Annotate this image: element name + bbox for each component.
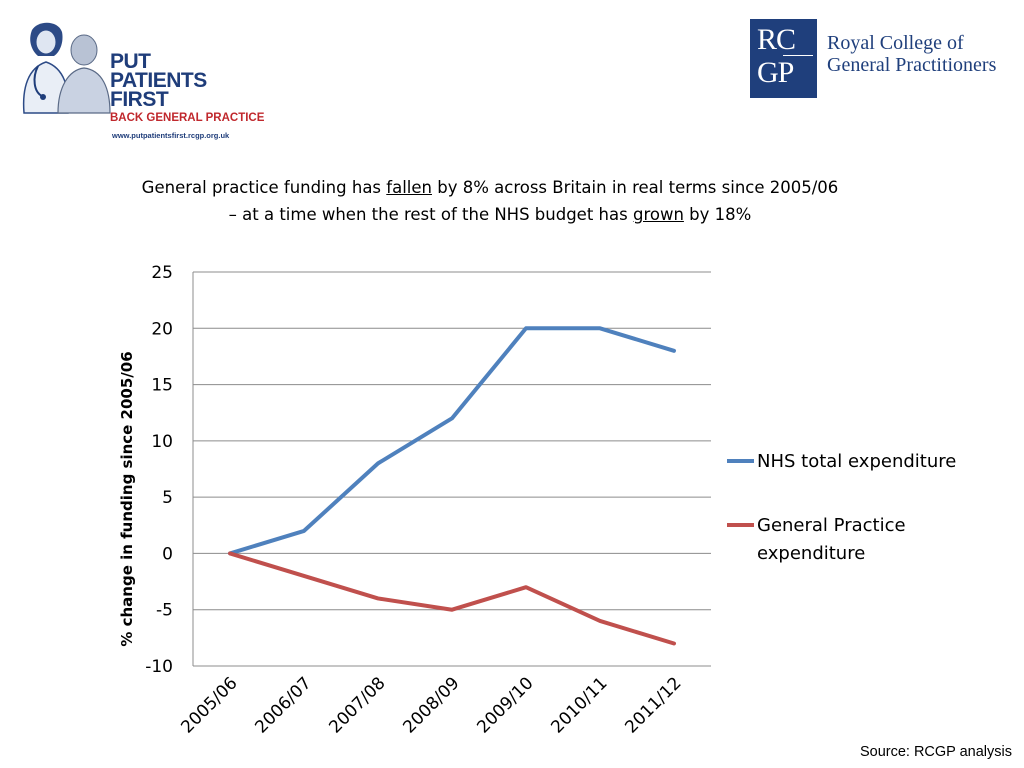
rcgp-monogram-top: RC: [757, 23, 796, 56]
ppf-tagline: BACK GENERAL PRACTICE: [110, 112, 265, 124]
chart-gridlines: [192, 271, 711, 667]
y-tick-label: 20: [151, 319, 173, 339]
headline-line-1: General practice funding has fallen by 8…: [60, 174, 920, 201]
chart-series: [228, 326, 676, 646]
x-tick-label: 2010/11: [547, 673, 611, 737]
doctor-patient-figures-icon: [22, 22, 111, 114]
legend-label-2: General Practice: [757, 515, 906, 536]
source-note: Source: RCGP analysis: [859, 744, 1012, 760]
y-tick-label: -10: [145, 657, 173, 677]
rcgp-monogram-bottom: GP: [757, 56, 794, 89]
ppf-line-2: PATIENTS: [110, 69, 207, 92]
put-patients-first-logo: PUT PATIENTS FIRST BACK GENERAL PRACTICE…: [18, 18, 288, 148]
series-line-1: [228, 326, 676, 556]
y-tick-label: -5: [156, 601, 173, 621]
legend-label-2: expenditure: [757, 543, 865, 564]
ppf-line-3: FIRST: [110, 88, 169, 111]
y-tick-label: 0: [162, 544, 173, 564]
ppf-wordmark: PUT PATIENTS FIRST BACK GENERAL PRACTICE: [110, 50, 265, 124]
y-axis-label: % change in funding since 2005/06: [118, 351, 136, 646]
headline-line-2-start: – at a time when the rest of the NHS bud…: [228, 205, 633, 224]
headline-line-2-end: by 18%: [683, 205, 752, 224]
headline: General practice funding has fallen by 8…: [60, 174, 920, 228]
y-tick-label: 5: [162, 488, 173, 508]
ppf-line-1: PUT: [110, 50, 151, 73]
x-tick-label: 2006/07: [251, 673, 315, 737]
x-tick-label: 2005/06: [177, 673, 241, 737]
x-tick-label: 2011/12: [621, 673, 685, 737]
y-tick-label: 15: [151, 376, 173, 396]
series-line-2: [228, 551, 676, 646]
headline-line-2: – at a time when the rest of the NHS bud…: [60, 201, 920, 228]
rcgp-monogram-divider: [783, 55, 813, 56]
rcgp-name-line-1: Royal College of: [827, 32, 964, 54]
x-tick-label: 2009/10: [473, 673, 537, 737]
ppf-url: www.putpatientsfirst.rcgp.org.uk: [112, 131, 230, 140]
y-tick-label: 25: [151, 263, 173, 283]
headline-line-1-start: General practice funding has: [141, 178, 387, 197]
rcgp-name: Royal College of General Practitioners: [827, 32, 996, 76]
chart-legend: NHS total expenditure General Practice exp…: [727, 451, 956, 564]
x-tick-label: 2007/08: [325, 673, 389, 737]
headline-fallen: fallen: [386, 178, 432, 197]
x-tick-labels: 2005/06 2006/07 2007/08 2008/09 2009/10 2010/…: [177, 673, 685, 737]
y-tick-label: 10: [151, 432, 173, 452]
headline-grown: grown: [632, 205, 684, 224]
rcgp-monogram: RC GP: [750, 19, 817, 98]
x-tick-label: 2008/09: [399, 673, 463, 737]
y-tick-labels: 25 20 15 10 5 0 -5 -10: [145, 263, 173, 677]
legend-label-1: NHS total expenditure: [757, 451, 956, 472]
rcgp-logo: RC GP Royal College of General Practitio…: [750, 19, 1010, 99]
rcgp-name-line-2: General Practitioners: [827, 54, 997, 76]
headline-line-1-end: by 8% across Britain in real terms since…: [431, 178, 839, 197]
